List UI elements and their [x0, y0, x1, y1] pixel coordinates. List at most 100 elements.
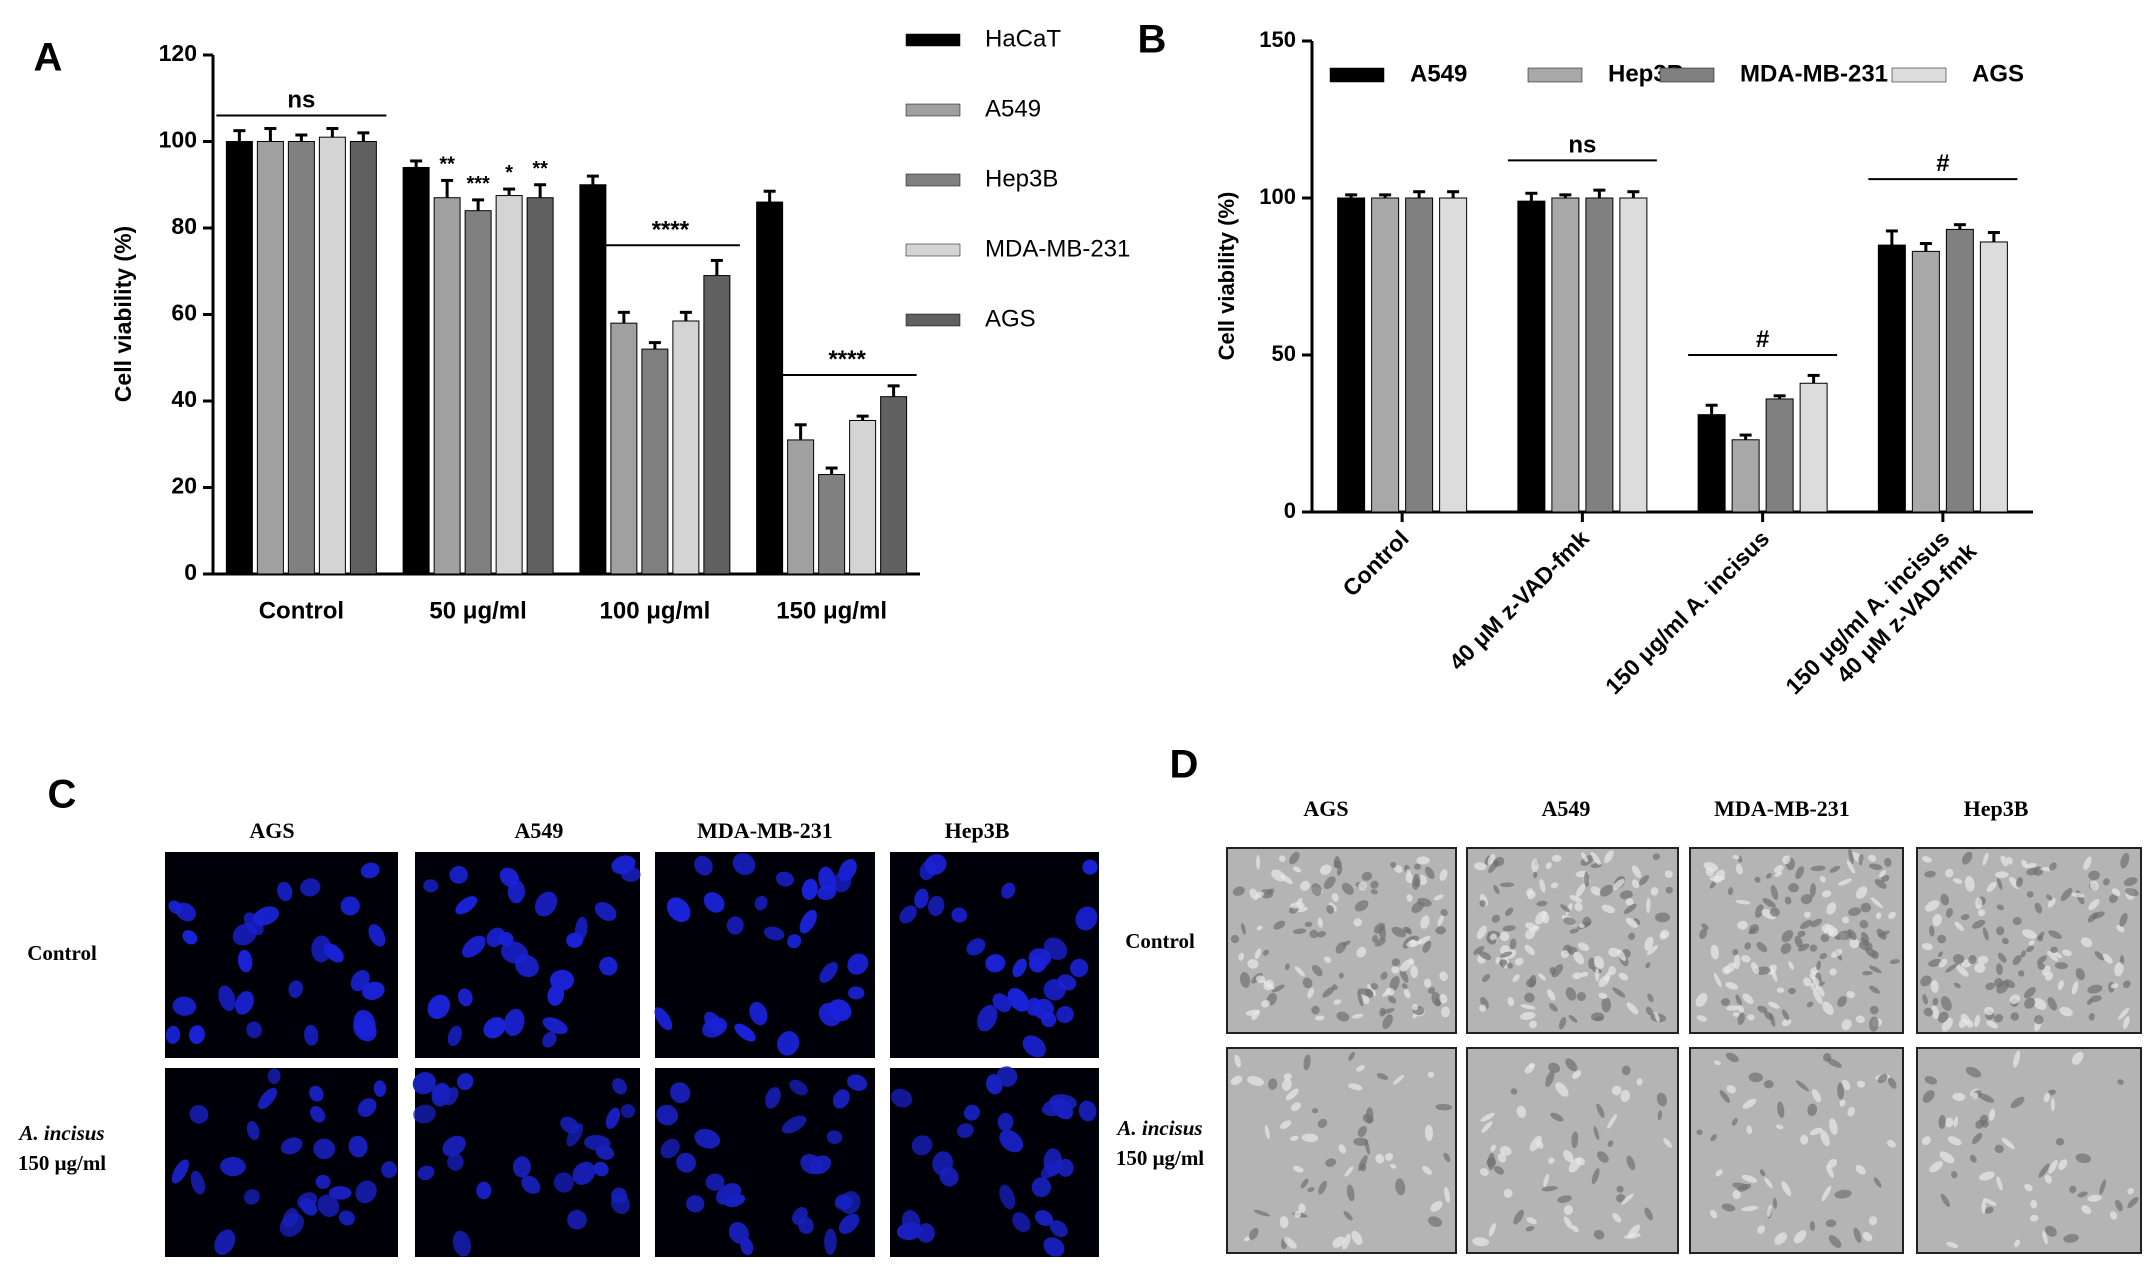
cell — [2110, 983, 2119, 989]
nucleus — [449, 865, 468, 884]
cell — [1922, 856, 1932, 863]
cell — [1536, 900, 1548, 907]
cell — [1364, 1138, 1370, 1155]
cell — [1528, 975, 1537, 988]
cell — [1951, 1171, 1958, 1179]
cell — [1619, 890, 1633, 900]
nucleus — [1007, 988, 1030, 1012]
cell — [1545, 862, 1552, 870]
cell — [1283, 1236, 1297, 1249]
cell — [1841, 1079, 1851, 1091]
cell — [2122, 980, 2131, 989]
nucleus — [666, 897, 691, 923]
cell — [1726, 1085, 1736, 1094]
cell — [1300, 1178, 1309, 1189]
cell — [1870, 897, 1883, 909]
y-tick-label: 80 — [171, 213, 197, 239]
cell — [1953, 982, 1961, 989]
nucleus — [595, 1145, 615, 1160]
nucleus — [427, 994, 450, 1020]
cell — [1819, 953, 1828, 960]
nucleus — [501, 941, 529, 964]
nucleus — [765, 1087, 781, 1109]
nucleus — [694, 855, 713, 876]
cell — [2102, 953, 2113, 964]
nucleus — [232, 923, 257, 946]
cell — [1966, 1019, 1974, 1028]
cell — [1307, 1187, 1315, 1193]
nucleus — [1034, 1210, 1053, 1227]
nucleus — [237, 949, 253, 973]
cell — [1331, 892, 1339, 902]
cell — [1279, 855, 1286, 862]
cell — [1500, 951, 1513, 958]
cell — [1392, 1074, 1405, 1085]
row-label: Control — [1125, 929, 1195, 953]
nucleus — [353, 1009, 376, 1038]
cell — [1611, 879, 1625, 891]
cell — [1847, 1106, 1855, 1117]
nucleus — [818, 1002, 842, 1027]
bar — [1765, 398, 1794, 513]
cell — [1810, 865, 1826, 872]
cell — [1298, 1203, 1306, 1213]
cell — [1307, 987, 1315, 999]
cell — [1563, 1205, 1574, 1215]
cell — [1996, 1176, 2003, 1191]
cell — [1424, 978, 1432, 988]
cell — [1820, 1129, 1830, 1147]
cell — [2024, 863, 2037, 869]
nucleus — [726, 916, 744, 935]
cell — [1861, 932, 1870, 943]
cell — [1601, 904, 1615, 914]
cell — [1430, 1200, 1443, 1212]
x-tick-label-line: Control — [1337, 525, 1413, 601]
cell — [1476, 925, 1487, 940]
nucleus — [775, 871, 794, 887]
x-tick-label-line: 40 μM z-VAD-fmk — [1444, 525, 1594, 675]
cell — [1548, 1157, 1555, 1164]
bar — [610, 322, 638, 575]
cell — [1988, 1108, 1996, 1121]
cell — [1550, 882, 1559, 889]
cell — [1238, 952, 1245, 961]
cell — [1580, 852, 1589, 863]
cell — [1659, 932, 1667, 940]
cell — [1374, 937, 1386, 947]
cell — [1593, 1229, 1605, 1240]
bar — [526, 197, 554, 575]
nucleus — [214, 1229, 236, 1255]
nucleus — [220, 1157, 246, 1177]
cell — [2054, 962, 2068, 970]
cell — [1762, 897, 1776, 908]
cell — [1800, 1134, 1809, 1145]
cell — [1356, 1065, 1365, 1072]
nucleus — [279, 1212, 304, 1237]
cell — [1593, 1126, 1600, 1140]
bar — [1337, 197, 1366, 513]
cell — [1263, 980, 1276, 990]
cell — [1572, 1070, 1582, 1079]
cell — [1620, 1089, 1631, 1102]
cell — [1301, 1133, 1319, 1143]
significance-label: ** — [439, 153, 455, 175]
cell — [1754, 876, 1761, 883]
cell — [1292, 866, 1302, 873]
cell — [1548, 1003, 1558, 1012]
cell — [1631, 879, 1640, 889]
cell — [1361, 871, 1373, 881]
cell — [2123, 1016, 2130, 1029]
cell — [1311, 883, 1322, 896]
cell — [1847, 929, 1857, 941]
nucleus — [620, 866, 641, 882]
micrograph — [1916, 1047, 2142, 1254]
y-tick-label: 50 — [1272, 341, 1296, 366]
nucleus — [890, 1088, 913, 1108]
cell — [1997, 952, 2007, 963]
cell — [1303, 1054, 1311, 1071]
cell — [2120, 852, 2130, 869]
cell — [1439, 971, 1448, 982]
nucleus — [1082, 859, 1098, 875]
cell — [1664, 870, 1673, 878]
cell — [1764, 1177, 1773, 1189]
